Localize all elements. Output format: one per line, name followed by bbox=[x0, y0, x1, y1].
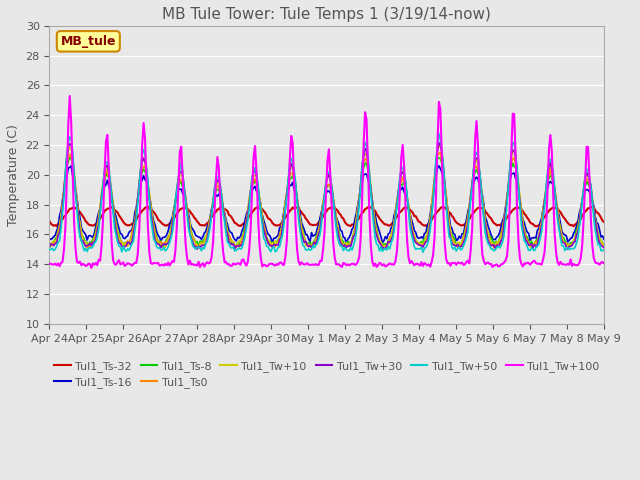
Tul1_Ts-32 bbox=[598, 218, 606, 224]
Tul1_Tw+10 bbox=[442, 192, 450, 198]
Tul1_Tw+10 bbox=[564, 245, 572, 251]
Tul1_Ts-16 bbox=[332, 213, 340, 219]
Tul1_Tw+10 bbox=[331, 206, 339, 212]
Title: MB Tule Tower: Tule Temps 1 (3/19/14-now): MB Tule Tower: Tule Temps 1 (3/19/14-now… bbox=[163, 7, 491, 22]
Tul1_Tw+50 bbox=[600, 248, 608, 253]
Line: Tul1_Ts-8: Tul1_Ts-8 bbox=[49, 157, 604, 248]
Tul1_Tw+100 bbox=[88, 265, 95, 271]
Line: Tul1_Tw+50: Tul1_Tw+50 bbox=[49, 133, 604, 252]
Tul1_Ts-8 bbox=[83, 240, 91, 246]
Tul1_Tw+10 bbox=[598, 241, 606, 247]
Tul1_Tw+50 bbox=[65, 140, 72, 146]
Tul1_Tw+50 bbox=[435, 131, 443, 136]
Tul1_Tw+10 bbox=[525, 240, 532, 245]
Tul1_Ts-16 bbox=[598, 233, 606, 239]
Line: Tul1_Ts-32: Tul1_Ts-32 bbox=[49, 207, 604, 227]
Tul1_Ts-8 bbox=[66, 155, 74, 160]
Tul1_Tw+10 bbox=[65, 148, 72, 154]
Tul1_Ts-32 bbox=[600, 219, 608, 225]
Tul1_Ts-8 bbox=[45, 245, 53, 251]
Tul1_Tw+30 bbox=[435, 140, 443, 146]
Tul1_Ts-16 bbox=[65, 165, 72, 171]
Tul1_Ts-32 bbox=[82, 218, 90, 224]
Line: Tul1_Tw+100: Tul1_Tw+100 bbox=[49, 96, 604, 268]
Tul1_Tw+100 bbox=[444, 261, 451, 266]
Tul1_Ts0 bbox=[598, 240, 606, 246]
Tul1_Ts-16 bbox=[342, 240, 350, 246]
Tul1_Tw+50 bbox=[82, 246, 90, 252]
Tul1_Tw+30 bbox=[525, 242, 532, 248]
Tul1_Tw+10 bbox=[45, 241, 53, 247]
Line: Tul1_Ts-16: Tul1_Ts-16 bbox=[49, 166, 604, 243]
Tul1_Tw+10 bbox=[600, 242, 608, 248]
Tul1_Tw+50 bbox=[444, 217, 451, 223]
Tul1_Ts-8 bbox=[65, 158, 72, 164]
Tul1_Ts0 bbox=[600, 243, 608, 249]
Tul1_Ts0 bbox=[331, 204, 339, 210]
Tul1_Ts0 bbox=[82, 242, 90, 248]
Tul1_Ts-32 bbox=[525, 216, 532, 222]
Text: MB_tule: MB_tule bbox=[61, 35, 116, 48]
Tul1_Ts-16 bbox=[600, 237, 608, 242]
Tul1_Ts-16 bbox=[444, 205, 451, 211]
Tul1_Ts-16 bbox=[83, 237, 91, 243]
Tul1_Tw+100 bbox=[66, 93, 74, 99]
Tul1_Tw+50 bbox=[419, 250, 427, 255]
Tul1_Ts-32 bbox=[144, 204, 152, 210]
Tul1_Tw+100 bbox=[333, 261, 341, 267]
Tul1_Tw+100 bbox=[65, 122, 72, 128]
Legend: Tul1_Ts-32, Tul1_Ts-16, Tul1_Ts-8, Tul1_Ts0, Tul1_Tw+10, Tul1_Tw+30, Tul1_Tw+50,: Tul1_Ts-32, Tul1_Ts-16, Tul1_Ts-8, Tul1_… bbox=[49, 357, 604, 393]
Tul1_Tw+10 bbox=[435, 141, 443, 147]
Tul1_Ts0 bbox=[65, 155, 72, 160]
Tul1_Tw+30 bbox=[442, 199, 450, 205]
Tul1_Ts-32 bbox=[45, 218, 53, 224]
Line: Tul1_Tw+10: Tul1_Tw+10 bbox=[49, 144, 604, 248]
Tul1_Tw+30 bbox=[600, 245, 608, 251]
Tul1_Ts-16 bbox=[67, 163, 75, 168]
Tul1_Tw+100 bbox=[526, 262, 534, 267]
Tul1_Tw+50 bbox=[331, 212, 339, 217]
Tul1_Tw+30 bbox=[65, 144, 72, 149]
Y-axis label: Temperature (C): Temperature (C) bbox=[7, 124, 20, 226]
Tul1_Tw+30 bbox=[45, 244, 53, 250]
Tul1_Tw+30 bbox=[564, 246, 572, 252]
Tul1_Ts-8 bbox=[332, 216, 340, 221]
Tul1_Ts0 bbox=[45, 242, 53, 248]
Tul1_Tw+10 bbox=[82, 239, 90, 244]
Tul1_Ts0 bbox=[379, 246, 387, 252]
Tul1_Tw+30 bbox=[598, 243, 606, 249]
Tul1_Ts0 bbox=[444, 206, 451, 212]
Tul1_Ts-8 bbox=[598, 240, 606, 246]
Line: Tul1_Tw+30: Tul1_Tw+30 bbox=[49, 143, 604, 249]
Tul1_Ts-8 bbox=[444, 207, 451, 213]
Tul1_Ts0 bbox=[436, 150, 444, 156]
Tul1_Tw+100 bbox=[45, 261, 53, 266]
Tul1_Tw+100 bbox=[598, 259, 606, 265]
Tul1_Ts-16 bbox=[526, 238, 534, 243]
Tul1_Tw+100 bbox=[600, 260, 608, 266]
Tul1_Tw+50 bbox=[45, 246, 53, 252]
Tul1_Ts0 bbox=[526, 244, 534, 250]
Tul1_Tw+100 bbox=[83, 263, 91, 268]
Tul1_Ts-32 bbox=[332, 206, 340, 212]
Tul1_Ts-32 bbox=[532, 224, 540, 229]
Tul1_Ts-16 bbox=[45, 236, 53, 241]
Tul1_Tw+50 bbox=[598, 247, 606, 253]
Tul1_Ts-8 bbox=[342, 245, 350, 251]
Tul1_Ts-32 bbox=[442, 206, 450, 212]
Tul1_Ts-32 bbox=[65, 208, 72, 214]
Tul1_Ts-8 bbox=[600, 242, 608, 248]
Line: Tul1_Ts0: Tul1_Ts0 bbox=[49, 153, 604, 249]
Tul1_Tw+50 bbox=[526, 248, 534, 253]
Tul1_Ts-8 bbox=[526, 242, 534, 248]
Tul1_Tw+30 bbox=[82, 243, 90, 249]
Tul1_Tw+30 bbox=[331, 206, 339, 212]
